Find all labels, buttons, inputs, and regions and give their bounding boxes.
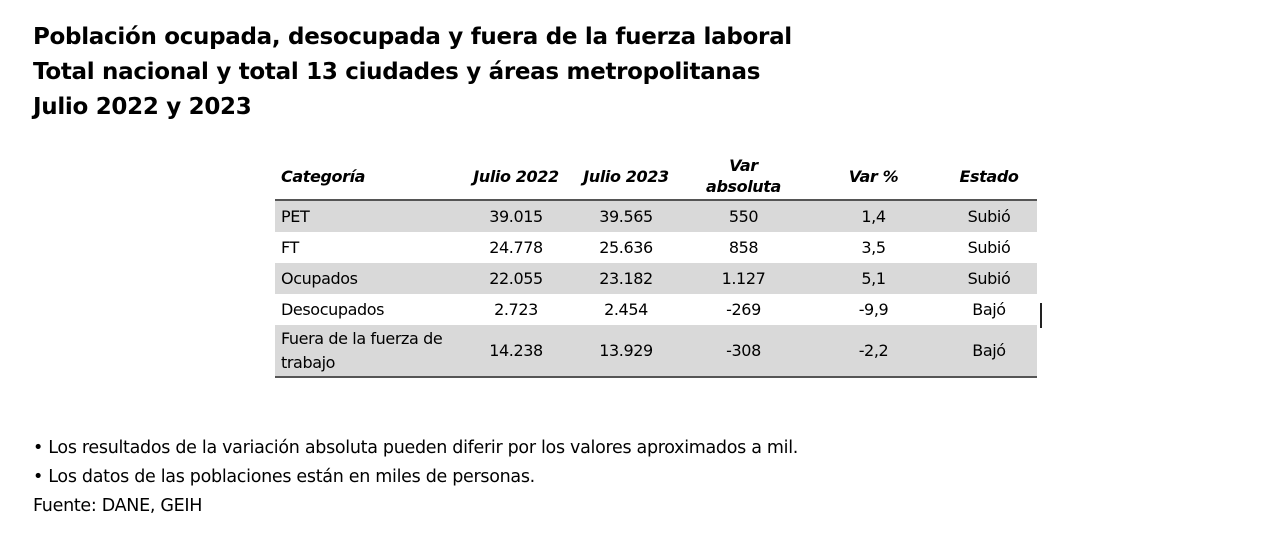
labor-force-table: Categoría Julio 2022 Julio 2023 Var absol… [275, 153, 1037, 378]
header-var-pct: Var % [848, 166, 899, 186]
cursor-caret [1040, 303, 1042, 328]
table-cell: 22.055 [489, 269, 543, 288]
table-row: Desocupados 2.723 2.454 -269 -9,9 Bajó [275, 294, 1037, 325]
header-var-absoluta: Var absoluta [681, 153, 806, 200]
header-julio-2023: Julio 2023 [583, 166, 669, 186]
table-cell: Bajó [972, 340, 1006, 360]
table-header-row: Categoría Julio 2022 Julio 2023 Var absol… [275, 153, 1037, 200]
notes: • Los resultados de la variación absolut… [33, 434, 798, 521]
table-cell: -2,2 [858, 340, 889, 360]
table-row: PET 39.015 39.565 550 1,4 Subió [275, 200, 1037, 232]
table-cell: 3,5 [861, 238, 886, 257]
header-var-absoluta-line1: Var [729, 156, 758, 175]
table-cell: Subió [967, 207, 1011, 226]
table-cell: -9,9 [858, 300, 889, 319]
table-cell: 14.238 [489, 340, 543, 360]
table-row: Fuera de la fuerza de trabajo 14.238 13.92… [275, 325, 1037, 377]
document-title: Población ocupada, desocupada y fuera de… [33, 20, 792, 125]
header-var-absoluta-line2: absoluta [706, 177, 781, 196]
table-row: FT 24.778 25.636 858 3,5 Subió [275, 232, 1037, 263]
source: Fuente: DANE, GEIH [33, 496, 203, 516]
header-estado: Estado [959, 166, 1019, 186]
title-line-3: Julio 2022 y 2023 [33, 94, 252, 120]
table-cell: 2.723 [494, 300, 538, 319]
table-cell: 23.182 [599, 269, 653, 288]
table-cell: 39.015 [489, 207, 543, 226]
table-cell: 1,4 [861, 207, 886, 226]
table-cell: 24.778 [489, 238, 543, 257]
title-line-2: Total nacional y total 13 ciudades y áre… [33, 59, 761, 85]
table-cell: Fuera de la fuerza de trabajo [281, 328, 443, 372]
table-cell: -308 [726, 340, 761, 360]
table-cell: FT [281, 238, 299, 257]
table-cell: 25.636 [599, 238, 653, 257]
table-row: Ocupados 22.055 23.182 1.127 5,1 Subió [275, 263, 1037, 294]
note-variation: • Los resultados de la variación absolut… [33, 438, 799, 458]
header-julio-2022: Julio 2022 [473, 166, 559, 186]
note-units: • Los datos de las poblaciones están en … [33, 467, 535, 487]
table-cell: Bajó [972, 300, 1006, 319]
table-cell: 5,1 [861, 269, 886, 288]
table-cell: Desocupados [281, 300, 385, 319]
table-cell: PET [281, 207, 310, 226]
table-cell: 1.127 [721, 269, 766, 288]
title-line-1: Población ocupada, desocupada y fuera de… [33, 24, 792, 50]
table-cell: Subió [967, 238, 1011, 257]
table-cell: 858 [728, 238, 759, 257]
table-cell: -269 [726, 300, 761, 319]
table-cell: 13.929 [599, 340, 653, 360]
table-cell: Ocupados [281, 269, 358, 288]
header-categoria: Categoría [281, 166, 366, 186]
table-cell: Subió [967, 269, 1011, 288]
table-cell: 39.565 [599, 207, 653, 226]
table-cell: 550 [728, 207, 759, 226]
table-cell: 2.454 [604, 300, 648, 319]
